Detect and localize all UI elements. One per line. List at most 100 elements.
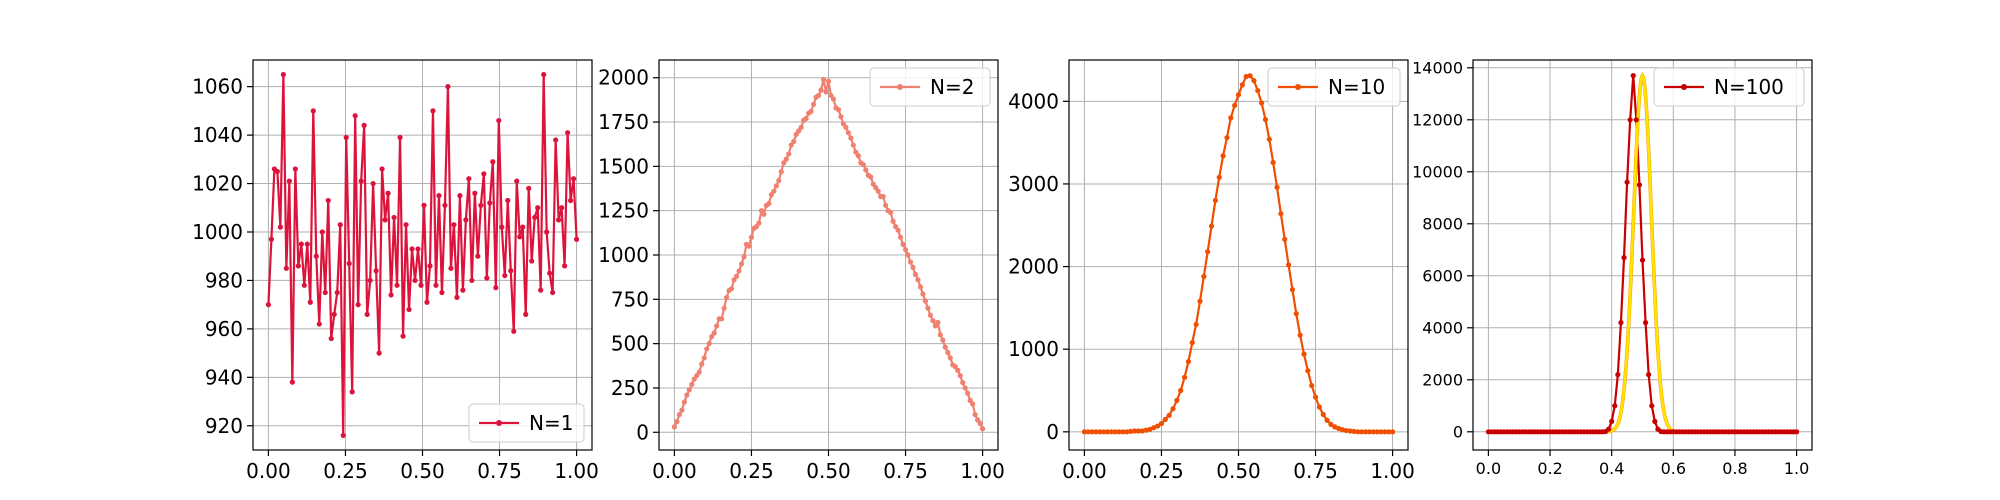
data-point bbox=[490, 159, 496, 165]
data-point bbox=[292, 166, 298, 172]
x-tick-label: 0.00 bbox=[1062, 459, 1107, 483]
data-point bbox=[679, 407, 685, 413]
data-point bbox=[451, 222, 457, 228]
data-point bbox=[394, 282, 400, 288]
y-tick-label: 0 bbox=[636, 420, 649, 444]
data-point bbox=[888, 209, 894, 216]
legend-box bbox=[1653, 67, 1805, 107]
data-point bbox=[1606, 426, 1612, 432]
data-point bbox=[766, 200, 772, 207]
data-point bbox=[1193, 321, 1199, 328]
data-point bbox=[568, 197, 574, 204]
data-point bbox=[316, 321, 322, 327]
data-point bbox=[935, 319, 941, 325]
series-line-n100 bbox=[1488, 74, 1797, 433]
data-point bbox=[1251, 78, 1257, 84]
data-point bbox=[905, 252, 911, 258]
y-tick-label: 1250 bbox=[598, 199, 649, 223]
data-point bbox=[337, 222, 343, 228]
x-tick-label: 0.0 bbox=[1476, 459, 1501, 478]
data-point bbox=[689, 381, 695, 388]
data-point bbox=[1282, 236, 1288, 242]
data-point bbox=[478, 202, 484, 208]
x-tick-label: 0.25 bbox=[323, 459, 368, 483]
data-point bbox=[475, 253, 481, 259]
data-point bbox=[1633, 117, 1639, 123]
data-point bbox=[855, 153, 861, 159]
y-tick-label: 6000 bbox=[1422, 266, 1463, 285]
data-point bbox=[346, 260, 352, 267]
data-point bbox=[746, 243, 752, 249]
data-point bbox=[838, 114, 844, 120]
data-point bbox=[1316, 404, 1322, 410]
data-point bbox=[699, 361, 705, 367]
data-point bbox=[304, 241, 310, 247]
x-tick-label: 0.2 bbox=[1537, 459, 1562, 478]
y-tick-label: 12000 bbox=[1412, 110, 1463, 129]
data-point bbox=[1627, 117, 1633, 123]
data-point bbox=[962, 385, 968, 391]
data-point bbox=[704, 346, 710, 352]
y-tick-label: 1000 bbox=[598, 243, 649, 267]
data-point bbox=[1618, 320, 1624, 326]
data-point bbox=[848, 135, 854, 141]
data-point bbox=[786, 151, 792, 157]
data-point bbox=[1370, 429, 1376, 435]
data-point bbox=[1247, 73, 1253, 79]
legend: N=10 bbox=[1267, 67, 1401, 107]
data-point bbox=[1259, 100, 1265, 106]
y-tick-label: 920 bbox=[205, 414, 243, 438]
data-point bbox=[1185, 358, 1192, 365]
data-point bbox=[1212, 197, 1218, 204]
data-point bbox=[391, 214, 397, 221]
data-point bbox=[748, 234, 755, 240]
data-point bbox=[280, 71, 286, 78]
data-point bbox=[406, 306, 412, 313]
data-point bbox=[295, 263, 301, 269]
data-point bbox=[562, 263, 568, 269]
data-point bbox=[1343, 427, 1349, 434]
data-point bbox=[376, 350, 382, 356]
data-point bbox=[1615, 372, 1621, 378]
data-point bbox=[863, 167, 869, 173]
data-point bbox=[541, 71, 547, 78]
data-point bbox=[556, 217, 562, 223]
data-point bbox=[427, 263, 433, 269]
data-point bbox=[937, 332, 943, 338]
data-point bbox=[1262, 116, 1269, 123]
data-point bbox=[1120, 429, 1126, 435]
data-point bbox=[550, 289, 556, 296]
data-point bbox=[472, 190, 478, 196]
data-point bbox=[942, 344, 948, 350]
data-point bbox=[1366, 429, 1373, 435]
x-tick-label: 0.50 bbox=[1216, 459, 1261, 483]
data-point bbox=[1639, 257, 1646, 263]
data-point bbox=[412, 277, 418, 284]
data-point bbox=[778, 169, 784, 175]
data-point bbox=[1085, 429, 1091, 435]
data-point bbox=[808, 108, 814, 115]
data-point bbox=[912, 271, 919, 278]
data-point bbox=[484, 275, 490, 281]
data-point bbox=[1155, 423, 1161, 429]
x-tick-label: 0.75 bbox=[883, 459, 928, 483]
data-point bbox=[860, 161, 866, 168]
data-point bbox=[711, 330, 717, 336]
data-point bbox=[1630, 73, 1636, 79]
data-point bbox=[1382, 429, 1388, 435]
data-point bbox=[1139, 428, 1145, 434]
data-point bbox=[307, 299, 313, 305]
y-tick-label: 1020 bbox=[192, 172, 243, 196]
data-point bbox=[379, 166, 385, 172]
data-point bbox=[331, 311, 337, 317]
data-point bbox=[850, 142, 856, 148]
data-point bbox=[1624, 179, 1630, 185]
data-point bbox=[355, 302, 361, 308]
data-point bbox=[706, 341, 712, 347]
data-point bbox=[960, 380, 966, 386]
x-tick-label: 0.25 bbox=[1139, 459, 1184, 483]
data-point bbox=[920, 291, 926, 297]
legend-box bbox=[468, 403, 585, 443]
data-point bbox=[1301, 351, 1307, 357]
